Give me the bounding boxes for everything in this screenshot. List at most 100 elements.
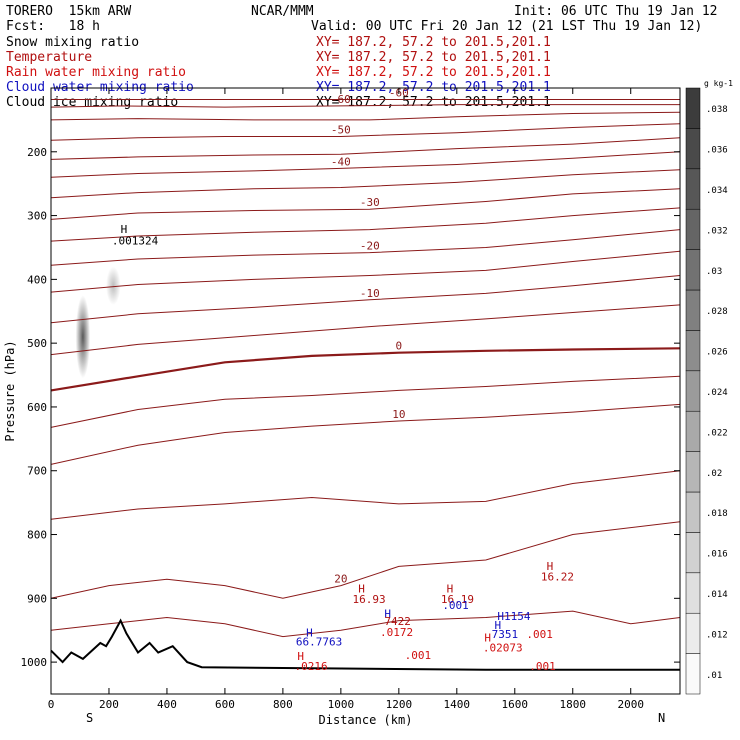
temperature-contour-label-3: -50 <box>331 123 351 136</box>
temperature-contour-8 <box>50 207 681 242</box>
x-tick-label-10: 2000 <box>617 698 644 711</box>
colorbar-cell-2 <box>685 572 701 614</box>
temperature-contour-9 <box>50 229 681 266</box>
temperature-contour-label-13: 0 <box>396 340 403 353</box>
x-axis-label: Distance (km) <box>319 713 413 727</box>
temperature-contour-label-17: 20 <box>334 573 347 586</box>
annotation-5: 16.19 <box>441 593 474 606</box>
colorbar-label-9: .028 <box>706 307 728 317</box>
colorbar-label-11: .032 <box>706 226 728 236</box>
colorbar-label-8: .026 <box>706 348 728 358</box>
annotation-4: H <box>447 583 454 596</box>
x-tick-label-1: 200 <box>99 698 119 711</box>
colorbar-cell-10 <box>685 249 701 291</box>
snow-cell-1 <box>106 266 121 305</box>
annotation-10: H <box>384 607 391 620</box>
annotation-7: 16.22 <box>541 570 574 583</box>
annotation-6: H <box>547 560 554 573</box>
colorbar-cell-0 <box>685 653 701 695</box>
y-tick-label-8: 1000 <box>21 656 48 669</box>
temperature-contour-label-15: 10 <box>392 408 405 421</box>
x-tick-label-5: 1000 <box>328 698 355 711</box>
colorbar-cell-8 <box>685 330 701 372</box>
field-rain-xy: XY= 187.2, 57.2 to 201.5,201.1 <box>316 65 551 80</box>
model-label: TORERO 15km ARW <box>6 4 132 19</box>
colorbar-label-2: .014 <box>706 590 728 600</box>
temperature-contour-13 <box>50 347 681 392</box>
temperature-contour-18 <box>50 610 681 638</box>
annotation-16: .0172 <box>380 626 413 639</box>
x-end-label-right: N <box>658 711 665 725</box>
annotation-1: .001324 <box>112 234 159 247</box>
y-axis-label: Pressure (hPa) <box>3 340 17 441</box>
temperature-contour-14 <box>50 375 681 428</box>
annotation-14: H1154 <box>497 610 530 623</box>
annotation-8: H <box>306 627 313 640</box>
y-tick-label-2: 400 <box>27 273 47 286</box>
temperature-contour-2 <box>50 111 681 121</box>
annotation-0: H <box>121 223 128 236</box>
colorbar-cell-5 <box>685 451 701 493</box>
colorbar-cell-11 <box>685 208 701 250</box>
temperature-contour-4 <box>50 137 681 160</box>
colorbar-label-14: .038 <box>706 105 728 115</box>
y-tick-label-1: 300 <box>27 210 47 223</box>
y-tick-label-3: 500 <box>27 337 47 350</box>
temperature-contour-6 <box>50 169 681 199</box>
colorbar-label-4: .018 <box>706 509 728 519</box>
colorbar-cell-6 <box>685 410 701 452</box>
field-temperature-label: Temperature <box>6 50 93 65</box>
y-tick-label-7: 900 <box>27 592 47 605</box>
annotation-2: H <box>358 583 365 596</box>
field-rain-label: Rain water mixing ratio <box>6 65 187 80</box>
colorbar-label-10: .03 <box>706 267 722 277</box>
x-tick-label-0: 0 <box>48 698 55 711</box>
snow-cell-0 <box>75 295 91 379</box>
field-snow-label: Snow mixing ratio <box>6 35 140 50</box>
temperature-contour-label-11: -10 <box>360 287 380 300</box>
colorbar-label-1: .012 <box>706 630 728 640</box>
temperature-contour-label-5: -40 <box>331 155 351 168</box>
temperature-contour-label-1: -60 <box>331 93 351 106</box>
center-label: NCAR/MMM <box>251 4 314 19</box>
field-temperature-xy: XY= 187.2, 57.2 to 201.5,201.1 <box>316 50 551 65</box>
x-tick-label-7: 1400 <box>444 698 471 711</box>
colorbar-cell-7 <box>685 370 701 412</box>
temperature-contour-3 <box>50 123 681 141</box>
temperature-contour-15 <box>50 403 681 465</box>
annotation-11: H <box>494 619 501 632</box>
y-tick-label-5: 700 <box>27 465 47 478</box>
x-tick-label-9: 1800 <box>560 698 587 711</box>
forecast-label: Fcst: 18 h <box>6 19 100 34</box>
colorbar-label-12: .034 <box>706 186 728 196</box>
colorbar-label-13: .036 <box>706 146 728 156</box>
annotation-20: .02073 <box>483 641 523 654</box>
field-cloudice-xy: XY= 187.2, 57.2 to 201.5,201.1 <box>316 95 551 110</box>
annotation-3: 16.93 <box>352 593 385 606</box>
temperature-contour-17 <box>50 521 681 599</box>
x-end-label-left: S <box>86 711 93 725</box>
x-tick-label-8: 1600 <box>502 698 529 711</box>
temperature-contour-label-7: -30 <box>360 196 380 209</box>
x-tick-label-6: 1200 <box>386 698 413 711</box>
y-tick-label-4: 600 <box>27 401 47 414</box>
plot-frame <box>50 87 681 695</box>
temperature-contour-label-9: -20 <box>360 240 380 253</box>
temperature-contour-12 <box>50 304 681 356</box>
colorbar-cell-3 <box>685 532 701 574</box>
colorbar-label-6: .022 <box>706 428 728 438</box>
annotation-23: .001 <box>529 660 556 673</box>
init-label: Init: 06 UTC Thu 19 Jan 12 <box>514 4 718 19</box>
annotation-22: .001 <box>526 628 553 641</box>
x-tick-label-2: 400 <box>157 698 177 711</box>
colorbar-cell-1 <box>685 612 701 654</box>
annotation-15: 7422 <box>384 615 411 628</box>
colorbar-label-7: .024 <box>706 388 728 398</box>
temperature-contour-7 <box>50 188 681 220</box>
colorbar-label-5: .02 <box>706 469 722 479</box>
colorbar-unit: g kg-1 <box>704 79 733 88</box>
terrain-line <box>50 618 680 671</box>
colorbar-label-3: .016 <box>706 550 728 560</box>
temperature-contour-11 <box>50 275 681 324</box>
